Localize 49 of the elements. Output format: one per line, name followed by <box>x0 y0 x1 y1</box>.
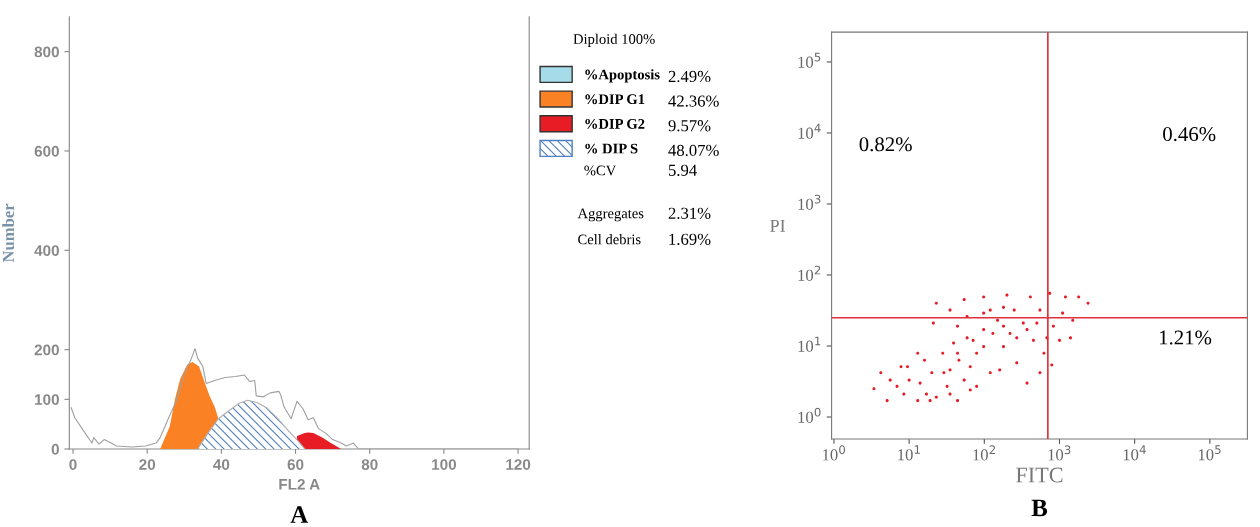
text: 48.07% <box>668 144 719 157</box>
annotation: 1.21% <box>1159 330 1212 345</box>
x-tick-label: 120 <box>506 459 531 470</box>
x-tick-label: 0 <box>69 459 77 470</box>
text: B <box>1031 499 1048 517</box>
annotation: 0.46% <box>1163 127 1216 142</box>
text: 9.57% <box>668 120 711 132</box>
text: 2.31% <box>668 207 711 219</box>
y-tick-label: 10$^{2}$ <box>798 265 821 281</box>
x-axis-title: FL2 A <box>279 478 320 490</box>
text: Cell debris <box>578 234 641 245</box>
x-tick-label: 10$^{0}$ <box>823 445 846 461</box>
y-tick-label: 800 <box>34 46 59 58</box>
y-axis-title: Number <box>2 203 15 263</box>
y-tick-label: 200 <box>34 344 59 356</box>
y-tick-label: 600 <box>34 145 59 157</box>
legend-label: %DIP G2 <box>585 118 645 129</box>
y-tick-label: 10$^{5}$ <box>798 52 821 68</box>
y-tick-label: 100 <box>35 394 59 406</box>
y-tick-label: 10$^{3}$ <box>798 194 821 210</box>
text: 42.36% <box>668 95 719 107</box>
x-axis-title: FITC <box>1016 467 1063 483</box>
x-tick-label: 20 <box>139 459 156 470</box>
x-tick-label: 40 <box>213 459 230 470</box>
x-tick-label: 100 <box>432 459 457 470</box>
x-tick-label: 80 <box>361 459 378 470</box>
x-tick-label: 60 <box>287 459 304 470</box>
legend-label: %Apoptosis <box>585 69 660 83</box>
line-series <box>70 348 519 449</box>
y-tick-label: 10$^{4}$ <box>798 123 821 139</box>
y-tick-label: 400 <box>34 245 59 257</box>
x-tick-label: 10$^{3}$ <box>1048 445 1071 461</box>
text: Diploid 100% <box>573 33 655 47</box>
x-tick-label: 10$^{1}$ <box>898 445 920 461</box>
annotation: 0.82% <box>859 137 912 152</box>
text: A <box>290 506 309 523</box>
y-axis-title: PI <box>770 219 785 232</box>
legend-label: %DIP G1 <box>585 94 645 105</box>
y-tick-label: 10$^{1}$ <box>798 336 821 352</box>
text: 2.49% <box>668 70 711 83</box>
text: %CV <box>584 165 617 176</box>
text: 5.94 <box>668 164 697 176</box>
text: 1.69% <box>669 233 711 245</box>
x-tick-label: 10$^{2}$ <box>973 445 995 461</box>
y-tick-label: 10$^{0}$ <box>798 407 821 423</box>
x-tick-label: 10$^{4}$ <box>1123 445 1146 461</box>
text: Aggregates <box>577 208 644 222</box>
x-tick-label: 10$^{5}$ <box>1198 445 1221 461</box>
legend-label: % DIP S <box>585 143 638 154</box>
